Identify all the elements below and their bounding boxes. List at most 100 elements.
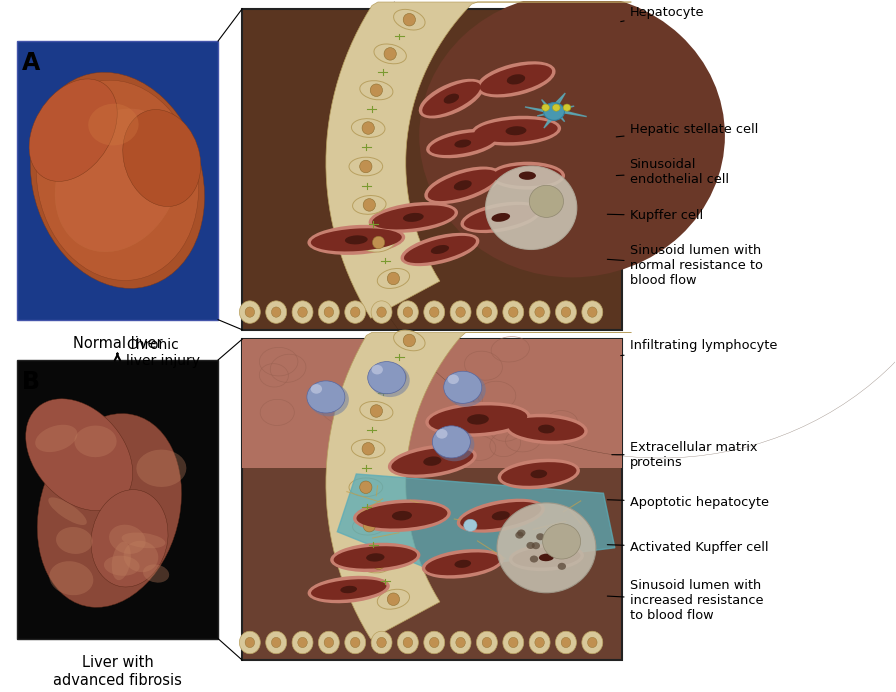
- Ellipse shape: [333, 546, 417, 569]
- Ellipse shape: [246, 307, 254, 317]
- Polygon shape: [550, 110, 587, 116]
- Ellipse shape: [311, 579, 386, 600]
- Polygon shape: [538, 110, 558, 116]
- Ellipse shape: [404, 236, 476, 263]
- Polygon shape: [552, 93, 565, 114]
- Ellipse shape: [457, 499, 545, 533]
- Ellipse shape: [297, 637, 307, 648]
- Ellipse shape: [582, 631, 603, 654]
- Ellipse shape: [88, 104, 139, 145]
- Ellipse shape: [530, 556, 538, 563]
- Ellipse shape: [425, 167, 501, 204]
- Ellipse shape: [556, 631, 576, 654]
- Ellipse shape: [454, 560, 471, 568]
- Ellipse shape: [450, 301, 471, 323]
- Ellipse shape: [477, 62, 556, 98]
- Ellipse shape: [519, 172, 536, 180]
- Ellipse shape: [26, 399, 133, 511]
- Ellipse shape: [388, 444, 477, 478]
- Ellipse shape: [350, 637, 360, 648]
- Ellipse shape: [403, 13, 416, 26]
- Ellipse shape: [427, 170, 498, 201]
- Ellipse shape: [353, 500, 451, 532]
- Ellipse shape: [480, 64, 552, 94]
- Bar: [17, 41, 218, 320]
- Ellipse shape: [582, 301, 603, 323]
- Text: Hepatic stellate cell: Hepatic stellate cell: [616, 122, 758, 137]
- Ellipse shape: [377, 307, 386, 317]
- Ellipse shape: [446, 373, 486, 407]
- Ellipse shape: [49, 561, 93, 595]
- Ellipse shape: [536, 534, 545, 540]
- Ellipse shape: [456, 307, 465, 317]
- Ellipse shape: [374, 365, 407, 385]
- Ellipse shape: [509, 637, 518, 648]
- Ellipse shape: [490, 162, 565, 190]
- Ellipse shape: [588, 637, 597, 648]
- Polygon shape: [337, 474, 615, 570]
- Ellipse shape: [311, 384, 322, 394]
- Text: Sinusoidal
endothelial cell: Sinusoidal endothelial cell: [616, 158, 728, 186]
- Ellipse shape: [556, 301, 576, 323]
- Ellipse shape: [351, 439, 385, 458]
- Ellipse shape: [350, 307, 360, 317]
- Ellipse shape: [398, 301, 418, 323]
- Ellipse shape: [568, 537, 576, 544]
- Ellipse shape: [48, 498, 87, 525]
- Ellipse shape: [538, 425, 555, 433]
- Ellipse shape: [418, 79, 484, 118]
- Ellipse shape: [493, 165, 562, 186]
- Ellipse shape: [372, 365, 383, 374]
- Ellipse shape: [352, 516, 386, 535]
- Ellipse shape: [271, 307, 281, 317]
- Text: Liver with
advanced fibrosis: Liver with advanced fibrosis: [53, 655, 182, 688]
- Text: B: B: [22, 370, 40, 394]
- Ellipse shape: [456, 637, 465, 648]
- Ellipse shape: [366, 553, 384, 562]
- Ellipse shape: [392, 448, 473, 475]
- Ellipse shape: [109, 525, 146, 554]
- Ellipse shape: [266, 301, 287, 323]
- Ellipse shape: [538, 554, 554, 561]
- Polygon shape: [552, 109, 564, 122]
- Ellipse shape: [345, 235, 367, 244]
- Ellipse shape: [564, 104, 571, 111]
- Ellipse shape: [561, 637, 571, 648]
- Ellipse shape: [403, 213, 424, 222]
- Ellipse shape: [444, 93, 459, 104]
- Ellipse shape: [30, 73, 204, 289]
- Ellipse shape: [392, 511, 412, 520]
- Ellipse shape: [29, 79, 117, 181]
- Ellipse shape: [351, 118, 385, 138]
- Ellipse shape: [122, 533, 166, 548]
- Ellipse shape: [370, 363, 409, 397]
- Ellipse shape: [371, 631, 392, 654]
- Ellipse shape: [324, 307, 333, 317]
- Ellipse shape: [373, 557, 384, 570]
- Ellipse shape: [368, 202, 458, 233]
- Text: Kupffer cell: Kupffer cell: [607, 209, 702, 222]
- Ellipse shape: [292, 631, 313, 654]
- Ellipse shape: [345, 631, 366, 654]
- Polygon shape: [544, 109, 556, 128]
- Ellipse shape: [482, 637, 492, 648]
- Ellipse shape: [311, 228, 401, 251]
- Ellipse shape: [426, 129, 499, 158]
- Polygon shape: [326, 332, 632, 639]
- Ellipse shape: [531, 542, 540, 549]
- Ellipse shape: [352, 196, 386, 215]
- Bar: [242, 9, 623, 330]
- Ellipse shape: [454, 140, 471, 147]
- Text: Normal liver: Normal liver: [73, 336, 162, 352]
- Ellipse shape: [448, 374, 459, 384]
- Ellipse shape: [497, 503, 596, 593]
- Text: Sinusoid lumen with
increased resistance
to blood flow: Sinusoid lumen with increased resistance…: [607, 579, 763, 622]
- Text: Infiltrating lymphocyte: Infiltrating lymphocyte: [621, 339, 777, 356]
- Ellipse shape: [370, 84, 383, 96]
- Text: Activated Kupffer cell: Activated Kupffer cell: [607, 541, 768, 554]
- Ellipse shape: [112, 542, 131, 580]
- Bar: [17, 360, 218, 639]
- Ellipse shape: [497, 459, 580, 489]
- Ellipse shape: [371, 301, 392, 323]
- Ellipse shape: [505, 414, 588, 444]
